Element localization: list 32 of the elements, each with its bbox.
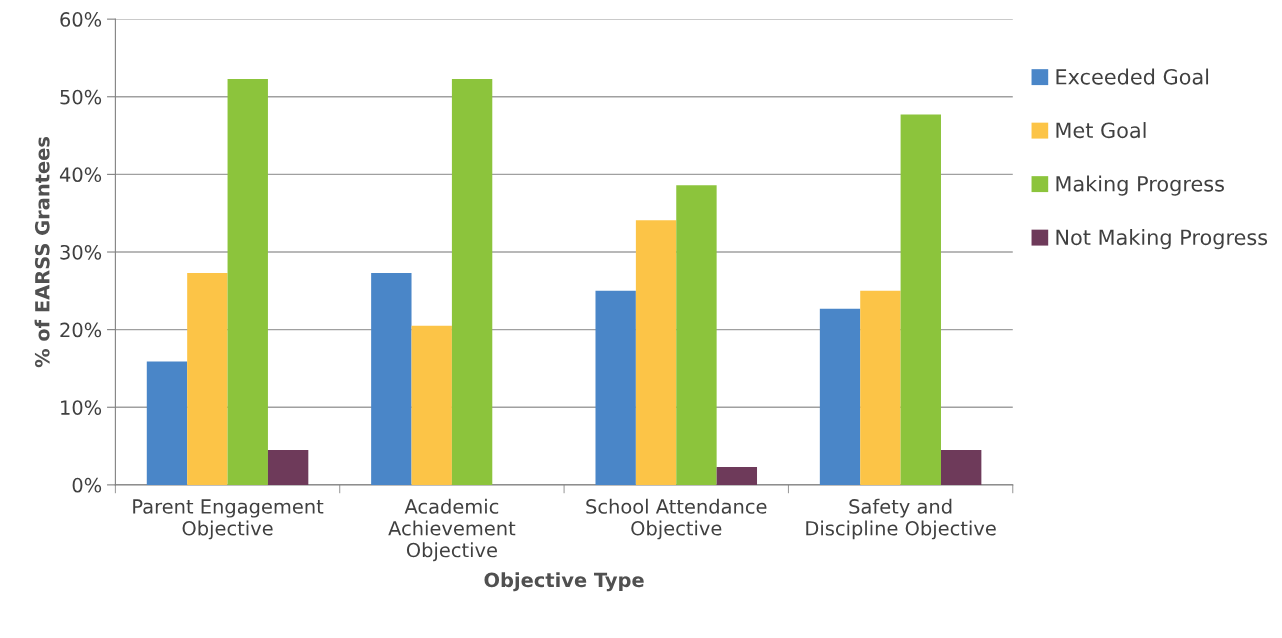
bar — [860, 290, 901, 485]
x-axis-title: Objective Type — [484, 572, 644, 592]
legend-label: Not Making Progress — [1056, 229, 1268, 250]
x-tick-label: Academic Achievement Objective — [388, 498, 516, 562]
y-tick-label: 10% — [61, 400, 102, 415]
y-tick-label: 60% — [60, 12, 102, 27]
bar — [716, 467, 758, 485]
legend-label: Met Goal — [1056, 122, 1146, 139]
bar — [451, 78, 493, 485]
bar — [187, 272, 228, 485]
y-axis-title: % of EARSS Grantees — [34, 137, 50, 368]
bar — [371, 272, 412, 485]
x-tick-label: Safety and Discipline Objective — [806, 498, 996, 540]
y-tick-label: 30% — [60, 244, 102, 260]
y-tick-label: 20% — [60, 322, 102, 338]
legend-label: Making Progress — [1056, 175, 1224, 196]
legend-label: Exceeded Goal — [1056, 68, 1209, 85]
bar — [146, 361, 188, 485]
y-tick-label: 40% — [59, 167, 102, 183]
bar — [635, 220, 677, 485]
y-tick-label: 0% — [72, 477, 102, 493]
bar — [900, 114, 941, 485]
bar — [595, 290, 636, 485]
bar — [676, 185, 717, 485]
bar — [411, 325, 452, 485]
x-tick-label: Parent Engagement Objective — [133, 499, 324, 540]
bar — [227, 78, 268, 485]
x-tick-label: School Attendance Objective — [586, 498, 767, 540]
y-tick-label: 50% — [60, 89, 102, 105]
bar — [819, 308, 861, 485]
bar — [267, 449, 309, 485]
bar — [940, 449, 982, 485]
